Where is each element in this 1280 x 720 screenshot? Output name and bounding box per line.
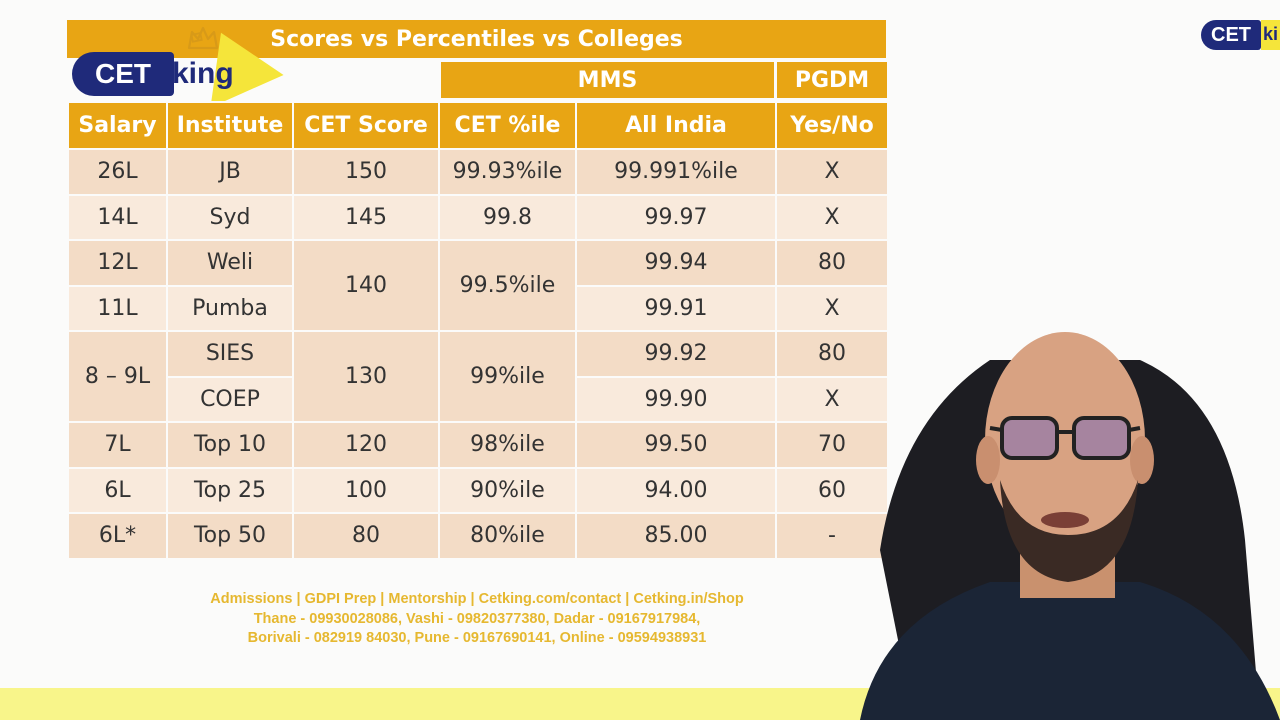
cell-pgdm: 70 — [775, 421, 889, 469]
group-header-mms: MMS — [441, 62, 774, 98]
cell-cet-score: 100 — [292, 466, 440, 514]
cell-all-india: 99.91 — [575, 284, 777, 332]
col-header-salary: Salary — [67, 101, 168, 150]
cell-pgdm: - — [775, 512, 889, 560]
logo-cet-text: CET — [72, 52, 174, 96]
table-row: 8 – 9L SIES 130 99%ile 99.92 80 — [67, 330, 889, 423]
cell-institute: Weli — [166, 239, 294, 287]
table-row: COEP 99.90 X — [68, 375, 889, 423]
cell-salary: 7L — [67, 421, 168, 469]
footer-phones-line-2: Borivali - 082919 84030, Pune - 09167690… — [247, 630, 707, 646]
cell-pgdm: 80 — [775, 239, 889, 287]
cell-institute: COEP — [166, 375, 294, 423]
cell-all-india: 85.00 — [575, 512, 777, 560]
table-row: 7L Top 10 120 98%ile 99.50 70 — [67, 421, 889, 469]
cell-cet-score: 150 — [292, 148, 440, 196]
scores-table: Salary Institute CET Score CET %ile All … — [67, 101, 889, 560]
cell-cet-percentile: 98%ile — [438, 421, 577, 469]
cell-institute: Syd — [166, 193, 294, 241]
cell-salary: 26L — [67, 148, 168, 196]
table-row: 6L* Top 50 80 80%ile 85.00 - — [67, 512, 889, 560]
presenter-webcam — [860, 332, 1280, 720]
cell-institute: Pumba — [166, 284, 294, 332]
table-row: 11L Pumba 99.91 X — [67, 284, 889, 332]
cell-cet-percentile: 90%ile — [438, 466, 577, 514]
cell-institute: Top 50 — [166, 512, 294, 560]
cell-all-india: 99.991%ile — [575, 148, 777, 196]
cell-institute: Top 10 — [166, 421, 294, 469]
cell-all-india: 99.97 — [575, 193, 777, 241]
col-header-institute: Institute — [166, 101, 294, 150]
cell-cet-score: 145 — [292, 193, 440, 241]
table-row: 26L JB 150 99.93%ile 99.991%ile X — [67, 148, 889, 196]
cell-cet-score: 120 — [292, 421, 440, 469]
cell-cet-score: 130 — [292, 330, 440, 423]
cell-salary: 11L — [67, 284, 168, 332]
cetking-logo: CET king — [72, 16, 284, 108]
cell-salary: 14L — [67, 193, 168, 241]
table-row: 12L Weli 140 99.5%ile 99.94 80 — [67, 239, 889, 332]
cell-pgdm: 60 — [775, 466, 889, 514]
corner-logo-king-text: ki — [1263, 24, 1279, 44]
cell-cet-percentile: 99.5%ile — [438, 239, 577, 332]
col-header-cet-percentile: CET %ile — [438, 101, 577, 150]
cell-salary: 6L* — [67, 512, 168, 560]
slide-title: Scores vs Percentiles vs Colleges — [67, 20, 886, 58]
col-header-pgdm-yes-no: Yes/No — [775, 101, 889, 150]
cell-cet-percentile: 80%ile — [438, 512, 577, 560]
cell-cet-percentile: 99.93%ile — [438, 148, 577, 196]
logo-king-text: king — [172, 57, 234, 90]
cell-all-india: 99.90 — [575, 375, 777, 423]
cell-salary: 8 – 9L — [67, 330, 168, 423]
cell-institute: SIES — [166, 330, 294, 378]
footer-phones-line-1: Thane - 09930028086, Vashi - 09820377380… — [253, 610, 701, 627]
cell-institute: JB — [166, 148, 294, 196]
cell-salary: 12L — [67, 239, 168, 287]
cell-institute: Top 25 — [166, 466, 294, 514]
col-header-all-india: All India — [575, 101, 777, 150]
cell-pgdm: 80 — [775, 330, 889, 378]
col-header-cet-score: CET Score — [292, 101, 440, 150]
cell-pgdm: X — [775, 284, 889, 332]
table-header-row: Salary Institute CET Score CET %ile All … — [67, 101, 889, 150]
cell-all-india: 99.92 — [575, 330, 777, 378]
table-row: 14L Syd 145 99.8 99.97 X — [67, 193, 889, 241]
cell-pgdm: X — [775, 193, 889, 241]
cell-all-india: 99.50 — [575, 421, 777, 469]
cell-all-india: 94.00 — [575, 466, 777, 514]
cell-cet-score: 80 — [292, 512, 440, 560]
cell-cet-percentile: 99.8 — [438, 193, 577, 241]
cell-cet-score: 140 — [292, 239, 440, 332]
cell-pgdm: X — [775, 148, 889, 196]
footer-services-line: Admissions | GDPI Prep | Mentorship | Ce… — [210, 591, 744, 607]
corner-cetking-logo: CET ki — [1201, 20, 1280, 50]
group-header-pgdm: PGDM — [777, 62, 887, 98]
table-row: 6L Top 25 100 90%ile 94.00 60 — [67, 466, 889, 514]
footer-contact: Admissions | GDPI Prep | Mentorship | Ce… — [67, 590, 887, 649]
cell-salary: 6L — [67, 466, 168, 514]
crown-icon — [187, 26, 219, 50]
cell-cet-percentile: 99%ile — [438, 330, 577, 423]
corner-logo-flash — [1261, 20, 1280, 50]
cell-all-india: 99.94 — [575, 239, 777, 287]
cell-pgdm: X — [775, 375, 889, 423]
corner-logo-cet-text: CET — [1201, 20, 1261, 50]
